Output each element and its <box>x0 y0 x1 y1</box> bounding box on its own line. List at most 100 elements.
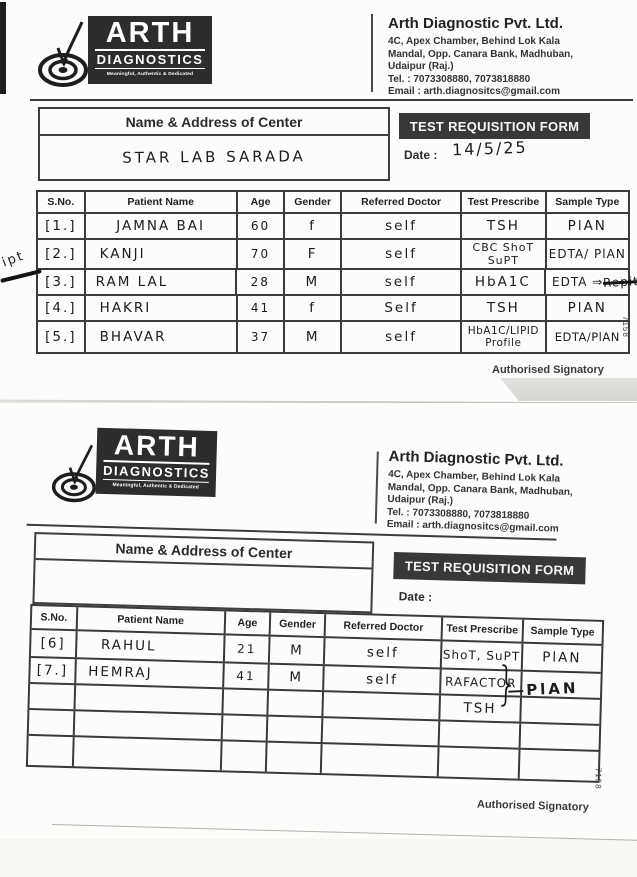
cell-age: 60 <box>238 214 286 238</box>
header-gender: Gender <box>270 612 327 637</box>
cell-test-prescribe: HbA1C/LIPID Profile <box>462 322 547 352</box>
cell-referred-doctor: self <box>324 638 443 668</box>
cell-referred-doctor <box>323 692 442 720</box>
cell-age: 21 <box>224 635 272 663</box>
cell-sample-type: EDTA/PlAN <box>554 330 620 344</box>
cell-patient-name: HAKRI <box>86 296 238 320</box>
header-sno: S.No. <box>31 605 79 630</box>
authorised-signatory-label: Authorised Signatory <box>492 364 604 376</box>
cell-age: 37 <box>238 322 286 352</box>
cell-gender: f <box>285 214 342 238</box>
cell-gender <box>267 742 323 774</box>
cell-sno: [4.] <box>38 296 86 320</box>
cell-sno <box>29 683 76 710</box>
cell-patient-name <box>74 711 224 740</box>
company-address-3: Udaipur (Raj.) <box>388 61 454 72</box>
cell-sample-type <box>521 698 600 724</box>
cell-referred-doctor: self <box>342 240 463 268</box>
dartboard-logo-icon <box>38 21 88 87</box>
center-address-box: Name & Address of Center <box>32 532 375 614</box>
margin-handwritten-note: ipt <box>0 248 27 271</box>
company-address-1: 4C, Apex Chamber, Behind Lok Kala <box>388 36 560 47</box>
logo-brand-text: ARTH <box>95 18 205 51</box>
cell-gender: f <box>285 296 342 320</box>
cell-gender: F <box>285 240 342 268</box>
patients-table-1: S.No. Patient Name Age Gender Referred D… <box>36 190 637 354</box>
form-serial-number: 7158 <box>621 316 630 338</box>
arth-logo: ARTH DIAGNOSTICS Meaningful, Authentic &… <box>95 427 218 498</box>
header-age: Age <box>238 192 286 212</box>
cell-test-prescribe: TSH <box>462 296 547 320</box>
header-age: Age <box>225 611 272 635</box>
cell-test-prescribe: CBC ShoT SuPT <box>462 240 547 268</box>
cell-gender: M <box>270 636 326 665</box>
cell-sno: [7.] <box>30 657 77 684</box>
logo-tagline: Meaningful, Authentic & Dedicated <box>112 482 199 491</box>
cell-age: 28 <box>237 270 286 294</box>
center-box-title: Name & Address of Center <box>35 534 373 570</box>
cell-age <box>221 741 268 772</box>
logo-sub-text: DIAGNOSTICS <box>95 52 205 69</box>
cell-test-prescribe: TSH <box>462 214 547 238</box>
cell-test-prescribe <box>438 747 521 779</box>
table-row: [1.] JAMNA BAI 60 f self TSH PlAN <box>38 214 628 240</box>
scan-edge-artifact <box>0 2 6 94</box>
cell-sample-type: PlAN <box>542 649 582 667</box>
scanned-form-top: ARTH DIAGNOSTICS Meaningful, Authentic &… <box>0 0 637 402</box>
scanner-background-sliver <box>500 378 637 401</box>
header-patient-name: Patient Name <box>86 192 238 212</box>
center-name-handwritten <box>35 572 371 581</box>
table-header-row: S.No. Patient Name Age Gender Referred D… <box>38 192 628 214</box>
sample-struck-text: Repit <box>602 274 637 290</box>
cell-referred-doctor: self <box>342 214 463 238</box>
cell-referred-doctor: self <box>342 322 463 352</box>
header-rule <box>30 99 633 101</box>
company-name: Arth Diagnostic Pvt. Ltd. <box>388 15 564 32</box>
cell-referred-doctor <box>322 718 441 746</box>
header-referred-doctor: Referred Doctor <box>325 614 444 640</box>
cell-test-prescribe <box>439 721 521 748</box>
cell-patient-name: RAM LAL <box>86 270 238 294</box>
cell-sample-type: EDTA/ PlAN <box>548 247 626 261</box>
header-sample-type: Sample Type <box>555 196 620 208</box>
cell-age: 41 <box>238 296 286 320</box>
table-row: [3.] RAM LAL 28 M self HbA1C EDTA ⇒ Repi… <box>38 270 637 296</box>
cell-age: 41 <box>223 663 271 689</box>
cell-gender <box>268 690 325 717</box>
cell-referred-doctor <box>321 744 440 777</box>
cell-referred-doctor: self <box>324 666 442 694</box>
arth-logo: ARTH DIAGNOSTICS Meaningful, Authentic &… <box>88 16 212 84</box>
cell-sample-type <box>520 724 599 750</box>
logo-brand-text: ARTH <box>103 429 211 465</box>
company-address-2: Mandal, Opp. Canara Bank, Madhuban, <box>388 48 574 60</box>
date-handwritten: 14/5/25 <box>451 137 528 160</box>
cell-gender <box>268 716 324 743</box>
cell-sno <box>28 709 76 736</box>
cell-gender: M <box>285 322 342 352</box>
cell-patient-name <box>75 685 224 714</box>
header-sno: S.No. <box>38 192 86 212</box>
table-row: [2.] KANJI 70 F self CBC ShoT SuPT EDTA/… <box>38 240 628 270</box>
center-address-box: Name & Address of Center STAR LAB SARADA <box>38 107 390 181</box>
table-row: [4.] HAKRI 41 f Self TSH PlAN <box>38 296 628 322</box>
form-serial-number: 7158 <box>593 767 604 790</box>
header-sample-type: Sample Type <box>530 624 595 639</box>
cell-age <box>222 715 269 741</box>
cell-referred-doctor: self <box>342 270 462 294</box>
date-label: Date : <box>404 148 438 162</box>
cell-sno: [3.] <box>38 270 86 294</box>
form-title-banner: TEST REQUISITION FORM <box>393 552 586 585</box>
cell-sno: [2.] <box>38 240 86 268</box>
cell-gender: M <box>269 664 325 691</box>
date-label: Date : <box>398 589 433 605</box>
cell-patient-name: KANJI <box>86 240 238 268</box>
logo-tagline: Meaningful, Authentic & Dedicated <box>106 71 194 77</box>
cell-patient-name: RAHUL <box>76 631 226 662</box>
cell-sample-type <box>519 750 598 781</box>
cell-gender: M <box>285 270 342 294</box>
authorised-signatory-label: Authorised Signatory <box>476 798 589 814</box>
cell-sno: [5.] <box>38 322 86 352</box>
company-header: Arth Diagnostic Pvt. Ltd. 4C, Apex Chamb… <box>388 15 628 99</box>
header-divider <box>374 451 379 524</box>
form-title-banner: TEST REQUISITION FORM <box>399 113 590 139</box>
